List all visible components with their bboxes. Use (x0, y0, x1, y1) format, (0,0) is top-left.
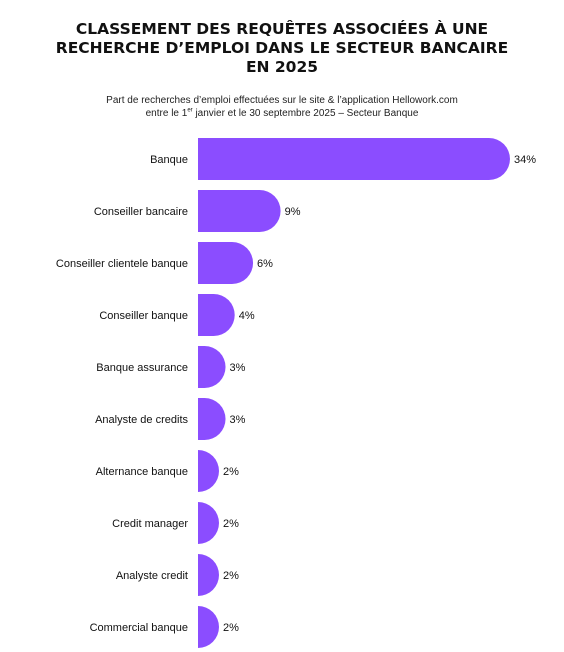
category-label-10: Commercial banque (90, 622, 188, 634)
bar-2 (198, 190, 281, 232)
category-label-2: Conseiller bancaire (94, 206, 188, 218)
chart-title: CLASSEMENT DES REQUÊTES ASSOCIÉES À UNE … (40, 20, 524, 77)
value-label-1: 34% (514, 154, 536, 166)
value-label-7: 2% (223, 466, 239, 478)
subtitle-line-2-end: janvier et le 30 septembre 2025 – Secteu… (192, 108, 419, 119)
bar-1 (198, 138, 510, 180)
bar-6 (198, 398, 226, 440)
subtitle-ordinal-superscript: er (187, 107, 193, 114)
value-label-4: 4% (239, 310, 255, 322)
category-label-6: Analyste de credits (95, 414, 188, 426)
subtitle-line-2: entre le 1er janvier et le 30 septembre … (40, 107, 524, 120)
category-label-9: Analyste credit (116, 570, 188, 582)
bar-4 (198, 294, 235, 336)
value-label-2: 9% (285, 206, 301, 218)
bar-8 (198, 502, 219, 544)
subtitle-line-1: Part de recherches d’emploi effectuées s… (106, 95, 458, 106)
category-label-4: Conseiller banque (99, 310, 188, 322)
bar-3 (198, 242, 254, 284)
chart-title-line-1: CLASSEMENT DES REQUÊTES ASSOCIÉES À UNE (75, 20, 489, 38)
chart-subtitle: Part de recherches d’emploi effectuées s… (40, 94, 524, 120)
subtitle-line-2-start: entre le 1 (145, 108, 188, 119)
value-label-8: 2% (223, 518, 239, 530)
category-label-8: Credit manager (112, 518, 188, 530)
value-label-5: 3% (230, 362, 246, 374)
chart-title-line-3: EN 2025 (245, 58, 319, 76)
bar-5 (198, 346, 226, 388)
category-label-1: Banque (150, 154, 188, 166)
value-label-10: 2% (223, 622, 239, 634)
bar-7 (198, 450, 219, 492)
chart-title-line-2: RECHERCHE D’EMPLOI DANS LE SECTEUR BANCA… (55, 39, 509, 57)
bar-10 (198, 606, 219, 648)
value-label-3: 6% (257, 258, 273, 270)
category-label-3: Conseiller clientele banque (56, 258, 188, 270)
value-label-9: 2% (223, 570, 239, 582)
bar-9 (198, 554, 219, 596)
category-label-7: Alternance banque (96, 466, 188, 478)
category-label-5: Banque assurance (96, 362, 188, 374)
value-label-6: 3% (230, 414, 246, 426)
